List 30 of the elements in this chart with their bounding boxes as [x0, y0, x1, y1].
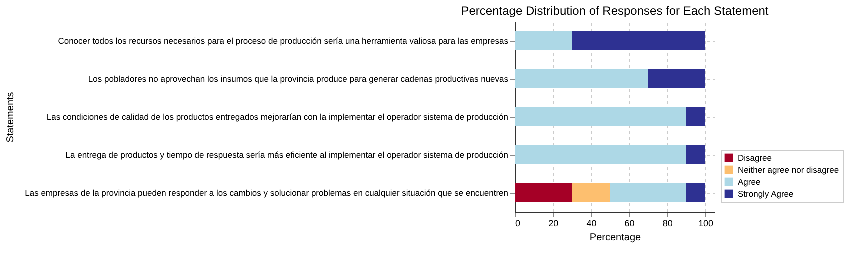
- legend-label: Agree: [738, 177, 761, 187]
- bar: [686, 108, 706, 126]
- legend-label: Strongly Agree: [738, 189, 794, 199]
- chart-title: Percentage Distribution of Responses for Each Statement: [461, 4, 770, 18]
- bar: [515, 32, 572, 50]
- y-tick-label: Los pobladores no aprovechan los insumos que la provincia produce para generar cadenas productivas nuevas: [88, 74, 508, 84]
- y-tick-label: Las empresas de la provincia pueden responder a los cambios y solucionar problemas en cualquier situación que se encuentren: [25, 188, 509, 198]
- y-tick-label: Las condiciones de calidad de los productos entregados mejorarían con la implementar el operador sistema de producción: [46, 112, 509, 122]
- x-tick-label: 100: [698, 218, 714, 228]
- x-tick-label: 40: [586, 218, 597, 228]
- x-tick-label: 60: [624, 218, 635, 228]
- bar: [648, 70, 706, 88]
- x-tick-label: 80: [662, 218, 673, 228]
- legend-label: Disagree: [738, 153, 772, 163]
- x-axis-title: Percentage: [590, 232, 642, 244]
- bar: [572, 32, 706, 50]
- bar: [610, 184, 686, 202]
- bar: [686, 184, 706, 202]
- bar: [515, 146, 686, 164]
- y-axis-title: Statements: [6, 92, 16, 143]
- bar: [572, 184, 610, 202]
- y-tick-label: Conocer todos los recursos necesarios para el proceso de producción sería una herramienta valiosa para las empresas: [58, 36, 508, 46]
- bar: [515, 108, 686, 126]
- bar: [515, 184, 572, 202]
- x-tick-label: 0: [516, 218, 521, 228]
- bar: [515, 70, 648, 88]
- legend-label: Neither agree nor disagree: [738, 165, 840, 175]
- bar: [686, 146, 706, 164]
- x-tick-label: 20: [548, 218, 559, 228]
- y-tick-label: La entrega de productos y tiempo de respuesta sería más eficiente al implementar el operador sistema de producción: [66, 150, 509, 160]
